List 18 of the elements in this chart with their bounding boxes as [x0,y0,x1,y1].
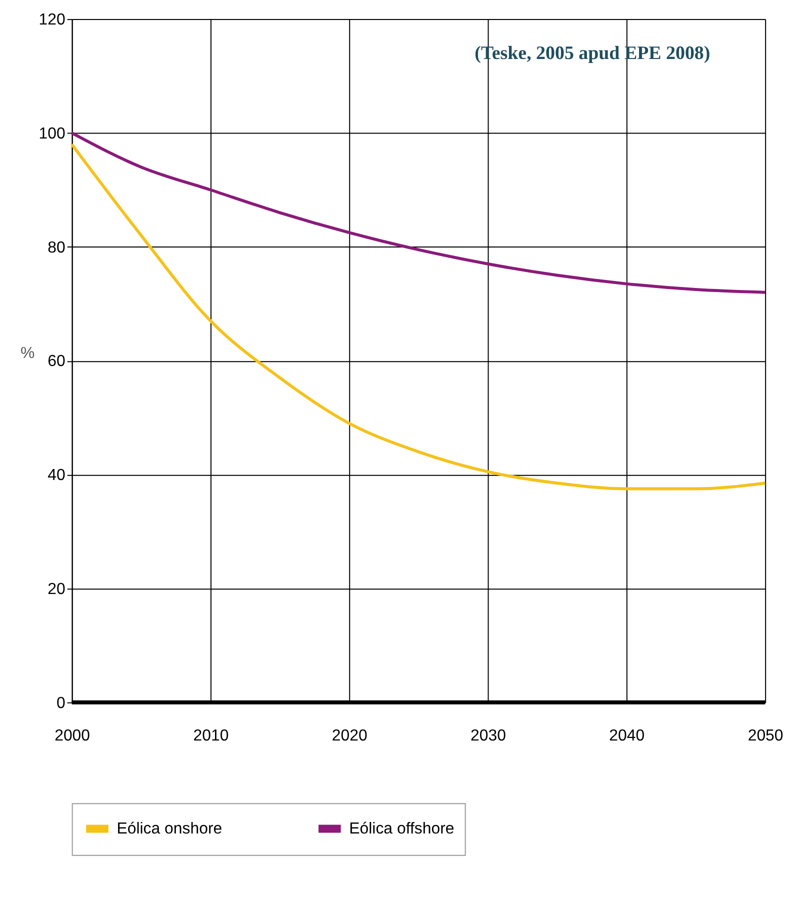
y-tick-label: 60 [48,353,66,370]
x-tick-label: 2010 [193,728,229,745]
y-tick-label: 20 [48,580,66,598]
y-tick-label: 40 [48,467,66,484]
x-tick-label: 2050 [748,728,784,745]
x-tick-label: 2000 [54,728,90,745]
line-series [70,131,767,294]
x-tick-label: 2030 [470,728,506,745]
y-tick-label: 100 [38,125,66,142]
legend-label: Eólica onshore [116,820,222,838]
line-series [70,142,767,490]
x-tick-label: 2020 [332,728,368,745]
y-tick-label: 120 [38,12,66,29]
y-tick-label: 0 [56,694,66,712]
x-tick-label: 2040 [609,728,645,745]
y-axis-title: % [20,345,35,362]
legend-label: Eólica offshore [349,820,454,838]
y-tick-label: 80 [48,239,66,256]
